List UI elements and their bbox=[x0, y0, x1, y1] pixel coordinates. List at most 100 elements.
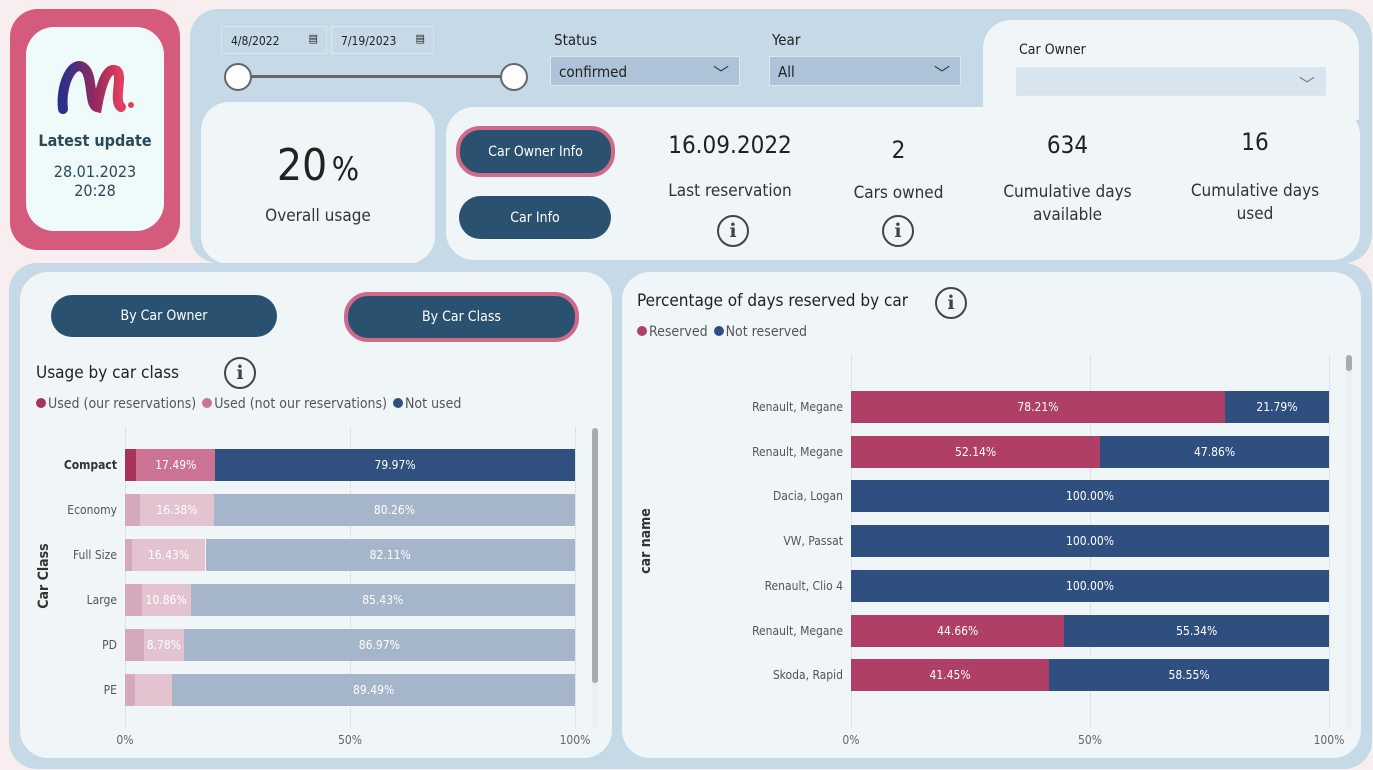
info-icon[interactable]: i bbox=[224, 357, 256, 389]
status-label: Status bbox=[554, 31, 598, 49]
info-icon[interactable]: i bbox=[882, 215, 914, 247]
category-label: PE bbox=[103, 683, 117, 697]
bar-segment bbox=[183, 629, 575, 661]
days-available-value: 634 bbox=[1046, 131, 1089, 159]
chevron-down-icon: ﹀ bbox=[1298, 75, 1315, 94]
year-label: Year bbox=[772, 31, 801, 49]
bar-segment bbox=[1049, 659, 1329, 692]
bar-segment bbox=[125, 494, 141, 526]
overall-usage-card bbox=[201, 102, 435, 264]
by-car-class-button[interactable]: By Car Class bbox=[344, 292, 579, 342]
bar-segment bbox=[190, 584, 575, 616]
data-label: 16.38% bbox=[156, 503, 198, 517]
data-label: 55.34% bbox=[1176, 623, 1218, 638]
category-label: PD bbox=[102, 638, 117, 652]
by-car-owner-button[interactable]: By Car Owner bbox=[51, 295, 277, 337]
data-label: 47.86% bbox=[1194, 444, 1236, 459]
chart2-scrollbar[interactable] bbox=[1346, 355, 1352, 730]
category-label: VW, Passat bbox=[783, 534, 843, 549]
date-slider-track[interactable] bbox=[238, 75, 514, 78]
car-owner-dropdown[interactable]: ﹀ bbox=[1016, 67, 1326, 96]
calendar-icon[interactable]: ▤ bbox=[308, 32, 318, 45]
gridline bbox=[575, 428, 576, 728]
category-label: Renault, Megane bbox=[752, 623, 843, 638]
data-label: 10.86% bbox=[145, 593, 187, 607]
bar-segment bbox=[213, 494, 575, 526]
slider-handle-end[interactable] bbox=[500, 63, 528, 91]
logo bbox=[57, 61, 134, 114]
bar-segment bbox=[125, 449, 137, 481]
chevron-down-icon: ﹀ bbox=[933, 64, 950, 83]
x-tick-label: 50% bbox=[1078, 733, 1102, 747]
category-label: Large bbox=[86, 593, 117, 607]
legend-item: Used (our reservations) bbox=[48, 396, 197, 412]
bar-segment bbox=[851, 614, 1065, 647]
gridline bbox=[125, 428, 126, 728]
data-label: 8.78% bbox=[146, 638, 182, 652]
legend-item: Reserved bbox=[649, 324, 708, 340]
cars-owned-label: Cars owned bbox=[853, 183, 944, 203]
info-icon[interactable]: i bbox=[717, 215, 749, 247]
bar-segment bbox=[135, 674, 173, 706]
bar-segment bbox=[125, 584, 142, 616]
legend-item: Not used bbox=[405, 396, 462, 412]
date-from-input[interactable]: 4/8/2022 ▤ bbox=[221, 26, 327, 54]
days-used-value: 16 bbox=[1241, 128, 1269, 156]
x-tick-label: 50% bbox=[338, 733, 362, 747]
last-reservation-value: 16.09.2022 bbox=[668, 131, 792, 159]
legend-item: Not reserved bbox=[725, 324, 807, 340]
chart1-scrollbar[interactable] bbox=[592, 428, 598, 728]
category-label: Economy bbox=[67, 503, 117, 517]
data-label: 85.43% bbox=[362, 593, 404, 607]
category-label: Renault, Megane bbox=[752, 444, 843, 459]
bar-segment bbox=[215, 449, 575, 481]
bar-segment bbox=[1100, 435, 1329, 468]
chart1-legend: Used (our reservations) Used (not our re… bbox=[36, 396, 461, 412]
chevron-down-icon: ﹀ bbox=[712, 64, 729, 83]
chart2-title: Percentage of days reserved by car bbox=[637, 291, 909, 311]
data-label: 44.66% bbox=[937, 623, 979, 638]
date-to-input[interactable]: 7/19/2023 ▤ bbox=[331, 26, 434, 54]
bar-segment bbox=[131, 539, 206, 571]
x-tick-label: 0% bbox=[842, 733, 860, 747]
data-label: 16.43% bbox=[147, 548, 190, 562]
days-available-label: Cumulative days available bbox=[1003, 182, 1132, 225]
bar-segment bbox=[125, 539, 132, 571]
data-label: 78.21% bbox=[1017, 400, 1059, 414]
x-tick-label: 100% bbox=[559, 733, 591, 747]
status-dropdown[interactable]: confirmed ﹀ bbox=[550, 56, 740, 86]
data-label: 82.11% bbox=[369, 548, 411, 562]
bar-segment bbox=[1224, 391, 1329, 423]
bar-segment bbox=[125, 629, 145, 661]
category-label: Skoda, Rapid bbox=[772, 668, 843, 683]
chart1-title: Usage by car class bbox=[36, 363, 180, 383]
latest-update-date: 28.01.2023 bbox=[53, 162, 137, 181]
data-label: 86.97% bbox=[358, 638, 400, 652]
data-label: 58.55% bbox=[1168, 668, 1210, 683]
info-icon[interactable]: i bbox=[935, 287, 967, 319]
bar-segment bbox=[205, 539, 575, 571]
bar-segment bbox=[851, 391, 1225, 423]
car-info-button[interactable]: Car Info bbox=[459, 196, 611, 239]
car-owner-label: Car Owner bbox=[1019, 42, 1086, 58]
gridline bbox=[350, 428, 351, 728]
latest-update-time: 20:28 bbox=[74, 181, 116, 200]
legend-item: Used (not our reservations) bbox=[214, 396, 388, 412]
data-label: 100.00% bbox=[1065, 534, 1115, 549]
category-label: Compact bbox=[63, 458, 117, 472]
chart2-ylabel: car name bbox=[638, 508, 654, 574]
category-label: Renault, Megane bbox=[752, 400, 843, 414]
chart2-legend: Reserved Not reserved bbox=[637, 324, 807, 340]
bar-segment bbox=[141, 584, 191, 616]
bar-segment bbox=[851, 480, 1329, 513]
calendar-icon[interactable]: ▤ bbox=[415, 32, 425, 45]
data-label: 80.26% bbox=[373, 503, 415, 517]
year-dropdown[interactable]: All ﹀ bbox=[769, 56, 961, 86]
category-label: Full Size bbox=[73, 548, 117, 562]
latest-update-inner: Latest update 28.01.2023 20:28 bbox=[26, 27, 164, 231]
slider-handle-start[interactable] bbox=[224, 63, 252, 91]
data-label: 79.97% bbox=[374, 458, 416, 472]
car-owner-info-button[interactable]: Car Owner Info bbox=[456, 126, 615, 177]
bar-segment bbox=[172, 674, 575, 706]
bar-segment bbox=[1064, 614, 1329, 647]
